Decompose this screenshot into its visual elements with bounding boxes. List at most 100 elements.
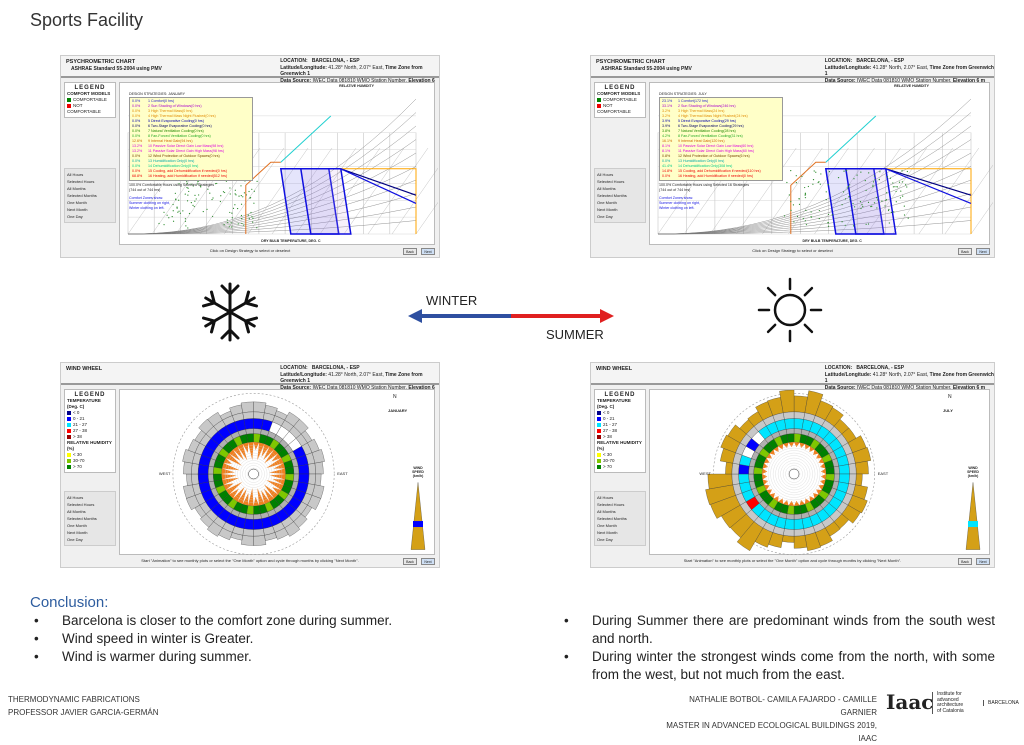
conclusion-item: Wind speed in winter is Greater. xyxy=(30,630,430,648)
swatch xyxy=(597,423,601,427)
strategy-item[interactable]: 0.0% 16 Heating, add Humidification if ne… xyxy=(662,174,780,179)
control-option[interactable]: All Months xyxy=(597,185,643,192)
temp-legend-title: TEMPERATURE (Deg. C) xyxy=(67,398,113,410)
hour-data-point xyxy=(805,210,806,211)
conclusion-item: Barcelona is closer to the comfort zone … xyxy=(30,612,430,630)
wind-speed-spike xyxy=(821,474,826,480)
hour-data-point xyxy=(872,185,873,186)
swatch xyxy=(597,459,601,463)
wind-speed-spike xyxy=(794,501,800,506)
hour-data-point xyxy=(853,178,854,179)
comfort-summary-hours: (744 out of 744 hrs) xyxy=(659,188,783,193)
wind-speed-ring-cell xyxy=(732,474,740,485)
control-option[interactable]: Selected Hours xyxy=(597,178,643,185)
latlong-value: 41.28° North, 2.07° East, xyxy=(328,65,383,71)
control-option[interactable]: Selected Hours xyxy=(67,178,113,185)
hour-data-point xyxy=(860,172,861,173)
control-option[interactable]: One Day xyxy=(597,213,643,220)
hour-data-point xyxy=(820,184,821,185)
control-option[interactable]: Selected Hours xyxy=(597,501,643,508)
wet-bulb-line xyxy=(392,148,438,234)
control-option[interactable]: All Hours xyxy=(67,494,113,501)
control-option[interactable]: All Hours xyxy=(597,494,643,501)
latlong-value: 41.28° North, 2.07° East, xyxy=(328,372,383,378)
back-button[interactable]: Back xyxy=(403,248,417,255)
control-option[interactable]: Next Month xyxy=(597,206,643,213)
hour-data-point xyxy=(891,212,892,213)
hour-data-point xyxy=(895,191,896,192)
temperature-ring-cell xyxy=(839,464,850,474)
hour-data-point xyxy=(813,179,814,180)
hour-data-point xyxy=(231,226,232,227)
control-option[interactable]: All Hours xyxy=(67,171,113,178)
wind-speed-spike xyxy=(762,474,767,480)
control-option[interactable]: Next Month xyxy=(597,529,643,536)
snowflake-icon xyxy=(198,280,262,344)
control-option[interactable]: Selected Hours xyxy=(67,501,113,508)
hour-data-point xyxy=(805,220,806,221)
hour-data-point xyxy=(874,179,875,180)
strategy-label: 4 High Thermal Mass Night Flushed(24 hrs… xyxy=(678,114,748,118)
panel-header: PSYCHROMETRIC CHART ASHRAE Standard 55-20… xyxy=(591,56,994,78)
hour-data-point xyxy=(828,214,829,215)
legend-label: < 0 xyxy=(603,410,609,415)
control-option[interactable]: One Month xyxy=(67,522,113,529)
next-button[interactable]: Next xyxy=(421,558,435,565)
next-button[interactable]: Next xyxy=(976,558,990,565)
hour-data-point xyxy=(826,191,827,192)
control-option[interactable]: One Month xyxy=(597,522,643,529)
ring-separator-cell xyxy=(834,466,840,474)
back-button[interactable]: Back xyxy=(958,248,972,255)
ring-separator-cell xyxy=(208,466,214,474)
back-button[interactable]: Back xyxy=(403,558,417,565)
strategy-item[interactable]: 68.8% 16 Heating, add Humidification if n… xyxy=(132,174,250,179)
hour-data-point xyxy=(845,198,846,199)
control-option[interactable]: Selected Months xyxy=(67,192,113,199)
next-button[interactable]: Next xyxy=(421,248,435,255)
hour-data-point xyxy=(796,182,797,183)
location-info: LOCATION: BARCELONA, - ESP Latitude/Longi… xyxy=(825,365,994,391)
hour-data-point xyxy=(173,221,174,222)
strategy-label: 6 Two-Stage Evaporative Cooling(29 hrs) xyxy=(678,124,744,128)
strategies-box: 23.1% 1 Comfort(172 hrs) 33.1% 2 Sun Shadin… xyxy=(659,97,783,181)
control-option[interactable]: One Day xyxy=(67,536,113,543)
control-option[interactable]: One Day xyxy=(597,536,643,543)
control-option[interactable]: One Day xyxy=(67,213,113,220)
hour-data-point xyxy=(854,206,855,207)
panel-header: PSYCHROMETRIC CHART ASHRAE Standard 55-20… xyxy=(61,56,439,78)
comfort-note: Comfort Zones show: Summer clothing on ri… xyxy=(129,196,253,211)
wind-frequency-bar xyxy=(254,535,266,545)
hour-data-point xyxy=(812,184,813,185)
hour-data-point xyxy=(900,197,901,198)
hour-data-point xyxy=(790,201,791,202)
swatch xyxy=(67,411,71,415)
hour-data-point xyxy=(820,173,821,174)
control-option[interactable]: All Months xyxy=(597,508,643,515)
control-option[interactable]: Selected Months xyxy=(597,515,643,522)
control-option[interactable]: One Month xyxy=(67,199,113,206)
control-option[interactable]: One Month xyxy=(597,199,643,206)
swatch xyxy=(597,411,601,415)
hour-data-point xyxy=(874,175,875,176)
hour-data-point xyxy=(819,218,820,219)
summer-label: SUMMER xyxy=(546,327,604,342)
evaporative-line xyxy=(886,169,971,204)
strategy-label: 15 Cooling, add Dehumidification if need… xyxy=(148,169,227,173)
back-button[interactable]: Back xyxy=(958,558,972,565)
hour-data-point xyxy=(838,177,839,178)
control-option[interactable]: All Hours xyxy=(597,171,643,178)
hour-data-point xyxy=(828,226,829,227)
strategy-label: 8 Fan-Forced Ventilation Cooling(0 hrs) xyxy=(148,134,211,138)
hour-data-point xyxy=(872,186,873,187)
control-option[interactable]: Next Month xyxy=(67,529,113,536)
panel-footer: Start "Animation" to see monthly plots o… xyxy=(61,556,439,567)
hour-data-point xyxy=(241,215,242,216)
control-option[interactable]: Selected Months xyxy=(597,192,643,199)
control-option[interactable]: All Months xyxy=(67,185,113,192)
hour-data-point xyxy=(815,172,816,173)
control-option[interactable]: All Months xyxy=(67,508,113,515)
control-option[interactable]: Selected Months xyxy=(67,515,113,522)
next-button[interactable]: Next xyxy=(976,248,990,255)
control-option[interactable]: Next Month xyxy=(67,206,113,213)
wind-speed-ring-cell xyxy=(308,474,316,485)
